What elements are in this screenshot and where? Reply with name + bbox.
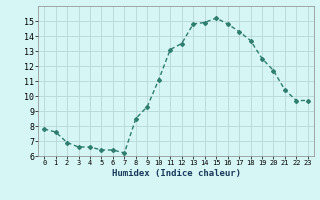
X-axis label: Humidex (Indice chaleur): Humidex (Indice chaleur) <box>111 169 241 178</box>
